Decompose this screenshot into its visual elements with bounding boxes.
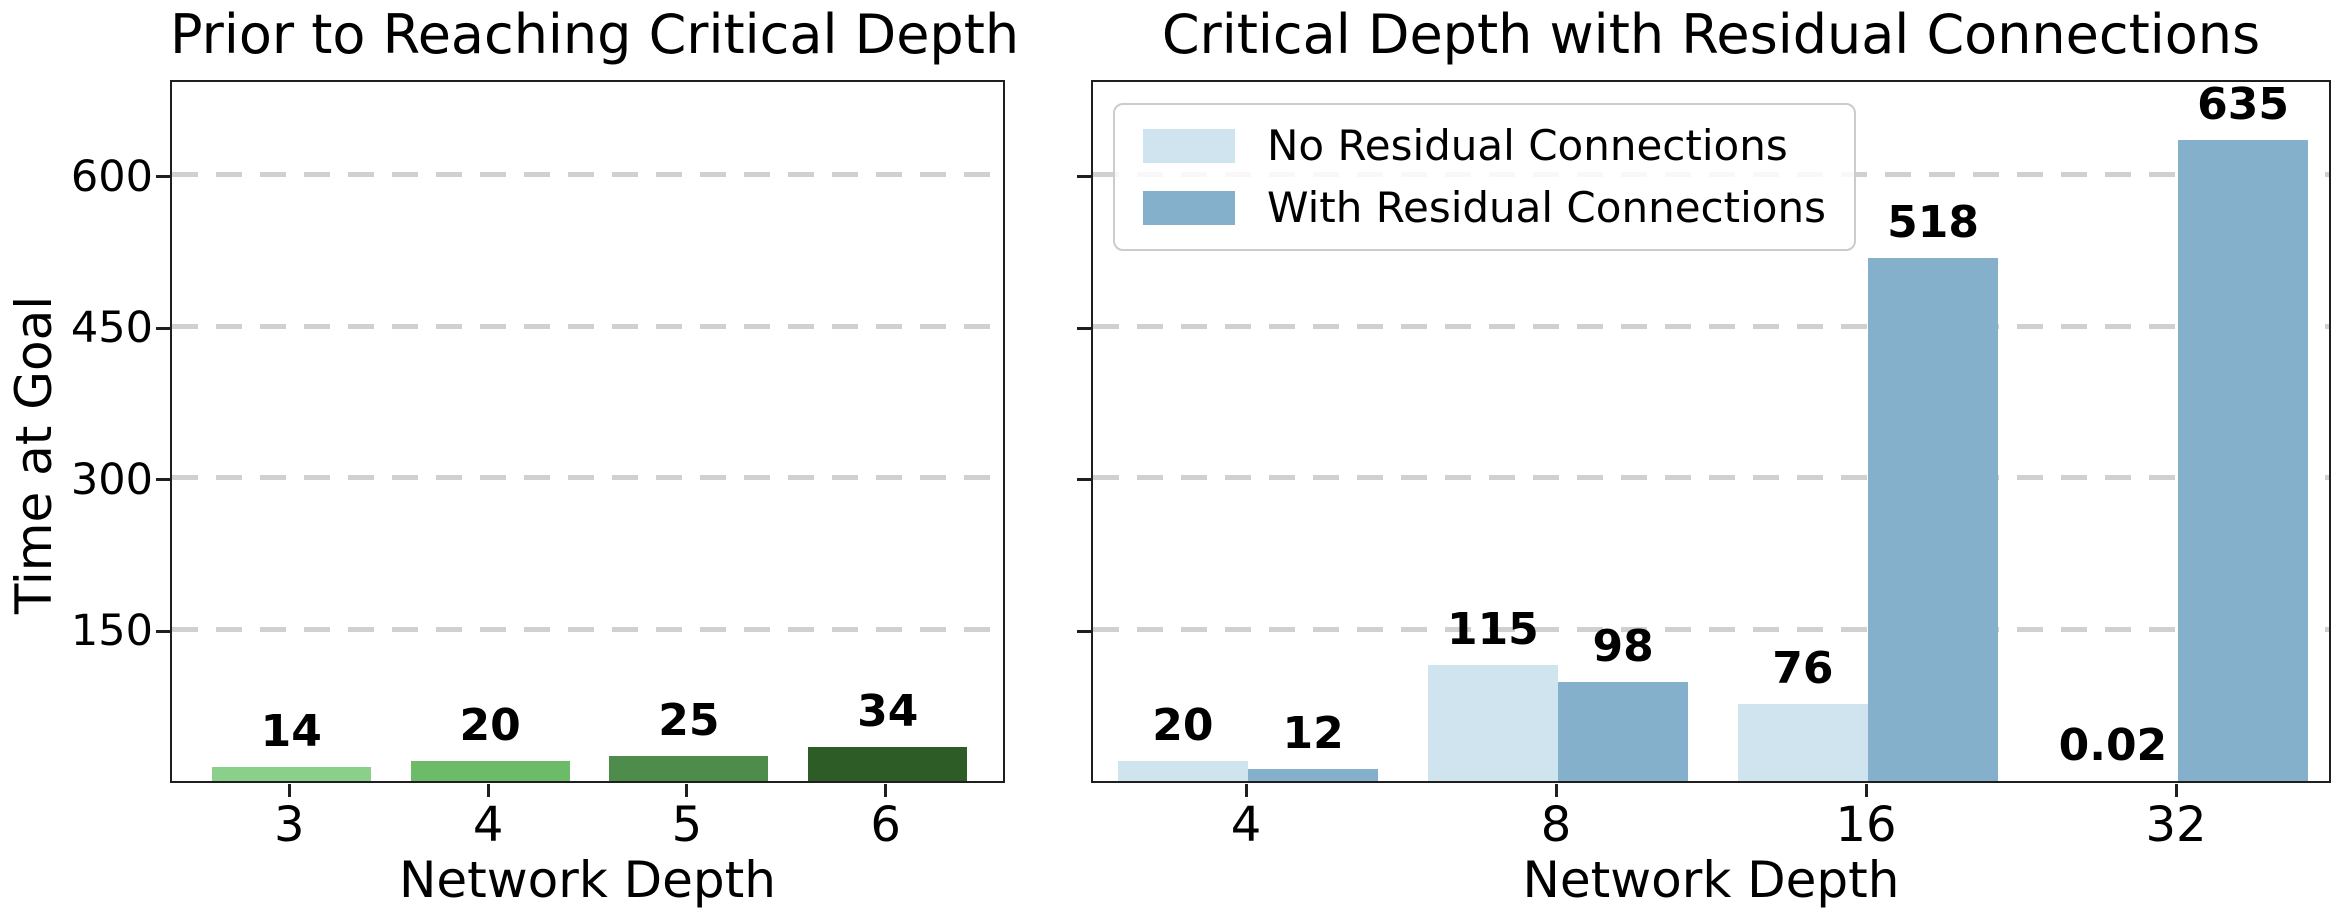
bar-value-label: 98: [1592, 621, 1654, 673]
y-tick-label: 300: [70, 454, 153, 505]
bar: [1248, 768, 1379, 781]
bar: [211, 766, 371, 781]
x-tick-label: 32: [2145, 797, 2207, 853]
x-tick-label: 5: [671, 797, 703, 853]
right-chart-title: Critical Depth with Residual Connections: [1161, 3, 2261, 66]
bar: [410, 760, 570, 781]
left-x-axis-label: Network Depth: [399, 851, 776, 909]
legend-label: With Residual Connections: [1267, 183, 1826, 232]
bar: [1737, 704, 1868, 781]
legend-item: With Residual Connections: [1143, 182, 1826, 234]
gridline-150: [1093, 626, 2329, 632]
bar-value-label: 0.02: [2058, 719, 2168, 771]
legend: No Residual Connections With Residual Con…: [1113, 103, 1856, 251]
x-tick-mark: [2174, 784, 2178, 797]
bar: [808, 746, 968, 781]
legend-swatch: [1143, 129, 1235, 163]
x-tick-label: 4: [472, 797, 504, 853]
left-chart-title: Prior to Reaching Critical Depth: [170, 3, 1020, 66]
x-tick-mark: [1864, 784, 1868, 797]
x-tick-mark: [287, 784, 291, 797]
x-tick-mark: [884, 784, 888, 797]
left-plot-area: 14 20 25 34: [170, 80, 1005, 783]
y-tick-mark: [156, 478, 170, 482]
bar-value-label: 76: [1772, 643, 1834, 695]
y-tick-label: 600: [70, 151, 153, 202]
legend-label: No Residual Connections: [1267, 121, 1788, 170]
y-tick-mark: [156, 175, 170, 179]
y-tick-mark: [1077, 478, 1091, 482]
x-tick-label: 3: [274, 797, 305, 853]
x-tick-label: 6: [870, 797, 901, 853]
gridline-300: [172, 475, 1003, 481]
x-tick-mark: [1554, 784, 1558, 797]
y-tick-label: 450: [70, 303, 153, 354]
y-tick-mark: [1077, 629, 1091, 633]
x-tick-label: 8: [1540, 797, 1572, 853]
y-tick-mark: [1077, 175, 1091, 179]
gridline-450: [1093, 323, 2329, 329]
legend-swatch: [1143, 191, 1235, 225]
bar: [1868, 257, 1999, 781]
x-tick-mark: [486, 784, 490, 797]
bar-value-label: 25: [658, 694, 720, 746]
legend-item: No Residual Connections: [1143, 120, 1826, 172]
x-tick-mark: [1244, 784, 1248, 797]
y-tick-label: 150: [70, 606, 153, 657]
bar-value-label: 34: [857, 685, 919, 737]
bar-value-label: 518: [1887, 196, 1980, 248]
bar: [1558, 682, 1689, 781]
bar-value-label: 635: [2197, 78, 2290, 130]
bar-value-label: 12: [1282, 707, 1344, 759]
gridline-150: [172, 626, 1003, 632]
bar: [1427, 664, 1558, 781]
bar-value-label: 115: [1446, 603, 1539, 655]
bar: [2178, 139, 2309, 781]
bar: [609, 755, 769, 781]
y-tick-mark: [156, 629, 170, 633]
gridline-450: [172, 323, 1003, 329]
gridline-600: [172, 172, 1003, 178]
bar-value-label: 20: [1152, 699, 1214, 751]
bar-value-label: 14: [260, 705, 322, 757]
right-plot-area: 20 115 76 0.02 12 98 518 635 No Residual Connect…: [1091, 79, 2331, 783]
bar: [1117, 760, 1248, 781]
y-tick-mark: [1077, 326, 1091, 330]
x-tick-label: 16: [1835, 797, 1897, 853]
bar-value-label: 20: [459, 699, 521, 751]
y-tick-mark: [156, 326, 170, 330]
x-tick-label: 4: [1230, 797, 1262, 853]
gridline-300: [1093, 475, 2329, 481]
right-x-axis-label: Network Depth: [1522, 851, 1900, 909]
x-tick-mark: [685, 784, 689, 797]
